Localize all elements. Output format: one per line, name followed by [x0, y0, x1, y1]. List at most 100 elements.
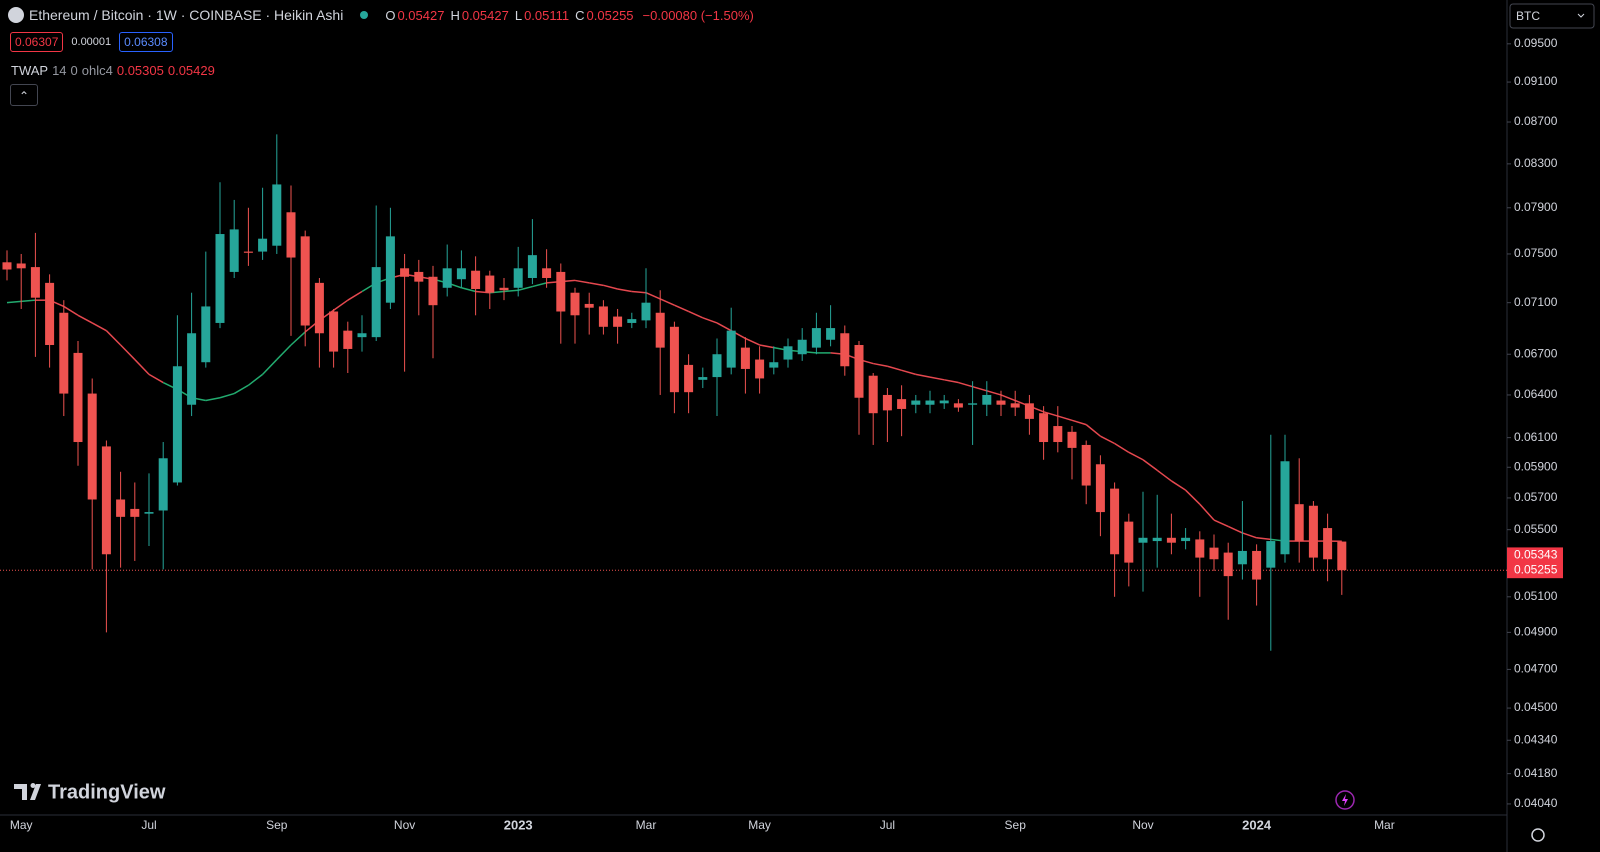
candle-body: [1024, 403, 1034, 419]
twap-line: [745, 337, 760, 346]
candle-body: [939, 400, 949, 404]
indicator-param: 0: [70, 63, 78, 78]
candle-body: [783, 346, 793, 360]
y-tick-label: 0.06400: [1514, 387, 1558, 401]
candle-body: [215, 234, 225, 323]
candle-body: [258, 238, 268, 252]
indicator-name: TWAP: [11, 63, 49, 78]
candle-body: [343, 330, 353, 349]
candle-body: [385, 236, 395, 303]
candle-body: [456, 268, 466, 280]
candle-body: [1138, 537, 1148, 543]
candle-body: [684, 364, 694, 393]
candle-body: [811, 328, 821, 348]
y-tick-label: 0.05100: [1514, 589, 1558, 603]
candle-body: [87, 393, 97, 500]
x-tick-label: 2024: [1242, 817, 1272, 832]
twap-line: [702, 317, 718, 324]
candle-body: [16, 263, 26, 269]
symbol-title: Ethereum / Bitcoin · 1W · COINBASE · Hei…: [29, 7, 344, 23]
ask[interactable]: 0.06308: [119, 32, 173, 52]
candle-body: [556, 271, 566, 312]
settings-button[interactable]: [1531, 828, 1545, 842]
candle-body: [1010, 403, 1020, 408]
y-tick-label: 0.04340: [1514, 732, 1558, 746]
twap-line: [233, 384, 249, 395]
x-tick-label: Sep: [266, 818, 288, 832]
twap-line: [617, 288, 632, 293]
twap-line: [1185, 489, 1201, 505]
twap-line: [247, 373, 264, 386]
candle-body: [116, 499, 126, 517]
collapse-button[interactable]: ⌃: [10, 84, 38, 106]
y-tick-label: 0.09500: [1514, 36, 1558, 50]
twap-line: [1199, 503, 1215, 521]
twap-line: [532, 282, 547, 288]
candle-body: [882, 394, 892, 411]
x-tick-label: Jul: [141, 818, 156, 832]
candle-body: [868, 375, 878, 414]
candle-body: [527, 255, 537, 278]
twap-line: [1256, 537, 1271, 541]
twap-line: [333, 299, 349, 311]
candle-body: [144, 512, 154, 514]
candle-body: [1209, 547, 1219, 560]
twap-line: [290, 331, 306, 346]
twap-line: [1100, 435, 1115, 445]
twap-line: [1242, 532, 1257, 539]
candle-body: [1053, 426, 1063, 443]
indicator-value: 0.05429: [167, 63, 215, 78]
twap-line: [148, 373, 164, 384]
price-label: 0.05255: [1514, 562, 1558, 576]
candle-body: [1294, 504, 1304, 542]
candle-body: [229, 229, 239, 272]
indicator-value: 0.05305: [116, 63, 164, 78]
candle-body: [158, 458, 168, 511]
twap-line: [518, 285, 533, 291]
candle-body: [371, 267, 381, 338]
bid[interactable]: 0.06307: [10, 32, 64, 52]
candle-body: [471, 270, 481, 290]
candle-body: [272, 184, 282, 246]
candle-body: [428, 276, 438, 306]
y-tick-label: 0.05500: [1514, 522, 1558, 536]
candle-body: [201, 306, 211, 363]
x-tick-label: May: [748, 818, 771, 832]
twap-line: [1057, 415, 1073, 422]
x-tick-label: Mar: [636, 818, 657, 832]
candle-body: [542, 268, 552, 278]
candle-body: [584, 303, 594, 308]
ohlc-label: H: [450, 7, 460, 23]
candle-body: [286, 212, 296, 258]
ohlc-value: 0.05427: [397, 7, 445, 23]
candle-body: [996, 400, 1006, 405]
twap-line: [1114, 442, 1130, 453]
y-tick-label: 0.08300: [1514, 156, 1558, 170]
lightning-button[interactable]: [1335, 790, 1355, 810]
twap-line: [1213, 519, 1229, 528]
twap-line: [589, 282, 604, 287]
y-tick-label: 0.04700: [1514, 662, 1558, 676]
currency-dropdown[interactable]: [1509, 3, 1595, 29]
candle-body: [400, 268, 410, 277]
currency-label: BTC: [1516, 9, 1540, 23]
twap-line: [716, 322, 732, 332]
market-status: [360, 11, 369, 19]
candle-body: [172, 366, 182, 483]
twap-line: [915, 373, 931, 378]
candle-body: [1081, 444, 1091, 486]
candle-body: [1280, 461, 1290, 555]
candle-body: [1223, 552, 1233, 577]
candle-body: [73, 352, 83, 443]
brand-name: TradingView: [48, 781, 166, 803]
twap-line: [120, 344, 136, 361]
y-tick-label: 0.04900: [1514, 625, 1558, 639]
price-label: 0.05343: [1514, 548, 1558, 562]
spread: 0.00001: [71, 36, 112, 48]
candle-body: [598, 306, 608, 327]
twap-line: [901, 369, 917, 376]
candle-body: [1181, 537, 1191, 542]
candle-body: [1110, 488, 1120, 555]
candle-body: [1166, 537, 1176, 543]
